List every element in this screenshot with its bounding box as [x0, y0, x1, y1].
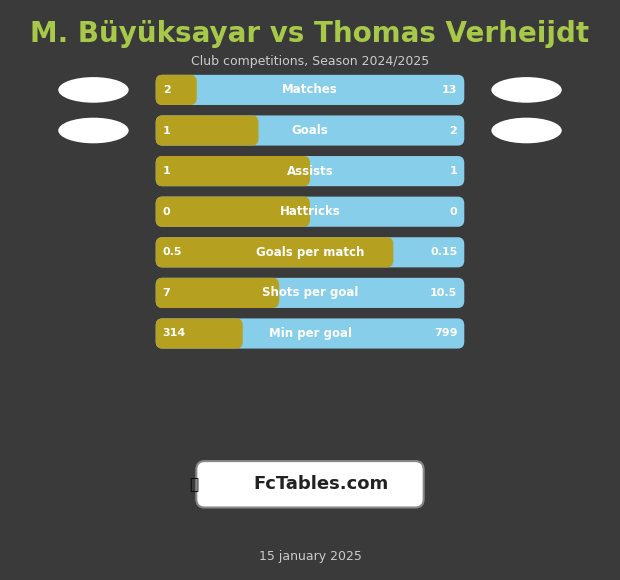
Text: Min per goal: Min per goal: [268, 327, 352, 340]
Text: Shots per goal: Shots per goal: [262, 287, 358, 299]
FancyBboxPatch shape: [156, 156, 464, 186]
FancyBboxPatch shape: [156, 318, 464, 349]
FancyBboxPatch shape: [156, 197, 464, 227]
FancyBboxPatch shape: [156, 75, 197, 105]
FancyBboxPatch shape: [156, 278, 464, 308]
Text: 2: 2: [450, 125, 458, 136]
Ellipse shape: [492, 77, 562, 103]
Text: 1: 1: [450, 166, 458, 176]
Text: 314: 314: [162, 328, 186, 339]
Text: Matches: Matches: [282, 84, 338, 96]
FancyBboxPatch shape: [156, 278, 279, 308]
Text: 15 january 2025: 15 january 2025: [259, 550, 361, 563]
Text: FcTables.com: FcTables.com: [253, 475, 389, 494]
FancyBboxPatch shape: [156, 115, 464, 146]
Text: Hattricks: Hattricks: [280, 205, 340, 218]
Ellipse shape: [58, 118, 128, 143]
Text: Goals per match: Goals per match: [256, 246, 364, 259]
Text: 13: 13: [442, 85, 458, 95]
FancyBboxPatch shape: [197, 461, 423, 508]
Text: 1: 1: [162, 166, 170, 176]
Text: Goals: Goals: [291, 124, 329, 137]
FancyBboxPatch shape: [156, 75, 464, 105]
Text: 10.5: 10.5: [430, 288, 458, 298]
FancyBboxPatch shape: [156, 237, 393, 267]
Text: Club competitions, Season 2024/2025: Club competitions, Season 2024/2025: [191, 55, 429, 68]
Text: M. Büyüksayar vs Thomas Verheijdt: M. Büyüksayar vs Thomas Verheijdt: [30, 20, 590, 48]
Ellipse shape: [58, 77, 128, 103]
Text: 2: 2: [162, 85, 170, 95]
Text: Assists: Assists: [286, 165, 334, 177]
FancyBboxPatch shape: [156, 318, 242, 349]
FancyBboxPatch shape: [156, 115, 259, 146]
Text: 0: 0: [162, 206, 170, 217]
FancyBboxPatch shape: [156, 237, 464, 267]
Text: 0: 0: [450, 206, 458, 217]
Text: 7: 7: [162, 288, 170, 298]
Text: 1: 1: [162, 125, 170, 136]
FancyBboxPatch shape: [156, 197, 310, 227]
FancyBboxPatch shape: [156, 156, 310, 186]
Ellipse shape: [492, 118, 562, 143]
Text: 📊: 📊: [189, 477, 198, 492]
Text: 0.5: 0.5: [162, 247, 182, 258]
Text: 799: 799: [434, 328, 458, 339]
Text: 0.15: 0.15: [430, 247, 458, 258]
